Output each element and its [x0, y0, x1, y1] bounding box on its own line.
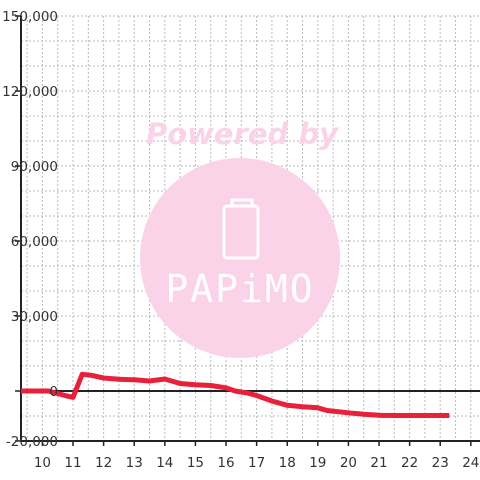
x-tick-label: 20	[340, 455, 357, 471]
x-tick-label: 13	[126, 455, 143, 471]
phone-icon	[222, 198, 260, 260]
x-tick-label: 21	[370, 455, 387, 471]
y-tick-label: 60,000	[11, 234, 58, 250]
series	[21, 371, 450, 418]
series-line	[21, 371, 450, 418]
x-tick-label: 19	[309, 455, 326, 471]
y-tick-label: 120,000	[2, 84, 58, 100]
x-tick-label: 18	[279, 455, 296, 471]
watermark-brand-text: PAPiMO	[165, 267, 314, 311]
x-tick-label: 12	[95, 455, 112, 471]
x-tick-label: 10	[34, 455, 51, 471]
watermark-powered-by-text: Powered by	[146, 117, 339, 151]
y-tick-label: 150,000	[2, 9, 58, 25]
y-tick-label: -20,000	[6, 434, 58, 450]
y-tick-label: 0	[49, 384, 58, 400]
x-tick-label: 14	[156, 455, 173, 471]
x-tick-label: 11	[64, 455, 81, 471]
axes	[15, 15, 480, 446]
x-tick-label: 16	[217, 455, 234, 471]
x-tick-label: 24	[462, 455, 479, 471]
y-tick-label: 90,000	[11, 159, 58, 175]
x-tick-label: 22	[401, 455, 418, 471]
y-tick-label: 30,000	[11, 309, 58, 325]
tick-labels: 150,000 120,000 90,000 60,000 30,000 0 -20,000…	[2, 9, 479, 471]
x-tick-label: 17	[248, 455, 265, 471]
x-tick-label: 23	[432, 455, 449, 471]
watermark: Powered by PAPiMO	[140, 117, 340, 358]
x-tick-label: 15	[187, 455, 204, 471]
